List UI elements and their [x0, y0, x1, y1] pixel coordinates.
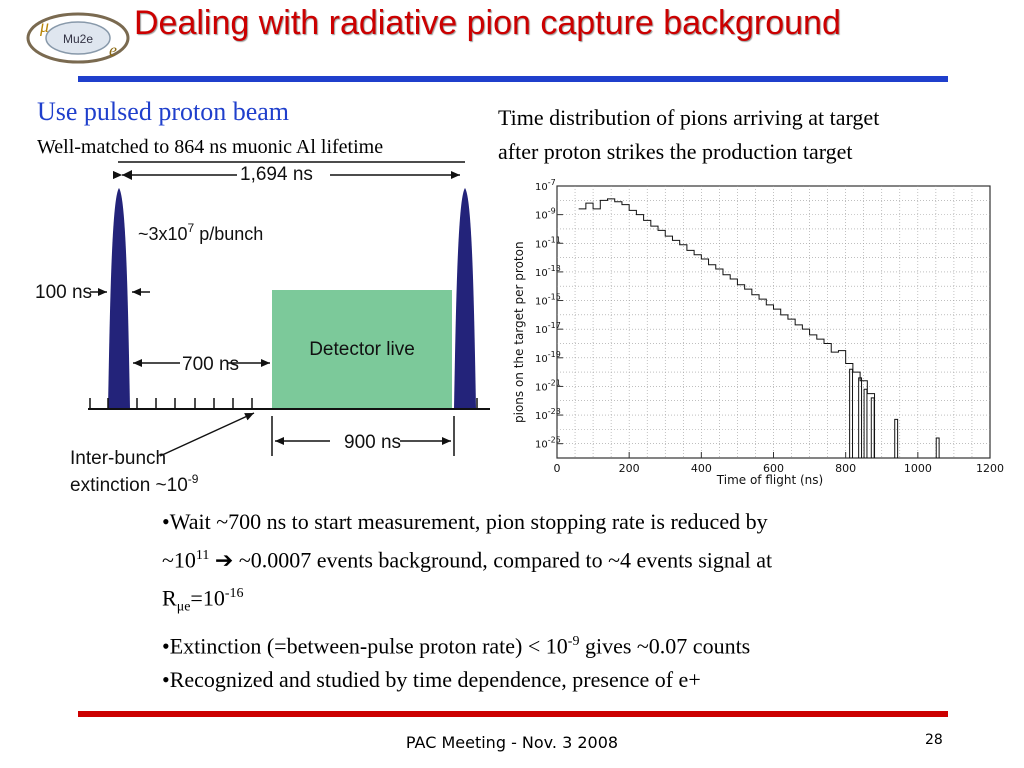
- pion-time-distribution-plot: pions on the target per proton 0 200 400 60…: [512, 178, 1004, 487]
- window-label: 900 ns: [344, 432, 401, 453]
- histogram-line: [578, 198, 876, 458]
- x-tick-label: 1200: [976, 462, 1004, 475]
- bullet-list: •Wait ~700 ns to start measurement, pion…: [162, 505, 962, 697]
- left-heading: Use pulsed proton beam: [37, 97, 290, 126]
- period-label: 1,694 ns: [240, 164, 313, 185]
- plot-caption-line1: Time distribution of pions arriving at t…: [498, 105, 880, 130]
- footer-text: PAC Meeting - Nov. 3 2008: [405, 733, 619, 752]
- x-tick-label: 800: [835, 462, 856, 475]
- extinction-line1: Inter-bunch: [70, 448, 166, 469]
- plot-series: [578, 198, 940, 458]
- histogram-spike: [858, 377, 863, 458]
- detector-live-window: [272, 290, 452, 409]
- plot-ylabel: pions on the target per proton: [512, 241, 526, 423]
- bullet-2: •Extinction (=between-pulse proton rate)…: [162, 633, 751, 659]
- x-tick-label: 0: [554, 462, 561, 475]
- mu2e-logo: μ e Mu2e: [26, 12, 130, 64]
- proton-pulse-right: [454, 188, 476, 409]
- slide-title: Dealing with radiative pion capture back…: [134, 4, 841, 42]
- plot-xlabel: Time of flight (ns): [716, 473, 823, 487]
- plot-grid: [556, 185, 991, 459]
- beam-timing-diagram: 1,694 ns ~3x107 p/bunch 100 ns Detector …: [35, 161, 490, 496]
- left-subheading: Well-matched to 864 ns muonic Al lifetim…: [37, 136, 384, 158]
- svg-text:μ: μ: [39, 16, 49, 36]
- logo-text: Mu2e: [63, 32, 93, 46]
- x-tick-label: 200: [619, 462, 640, 475]
- y-tick-label: 10-9: [535, 207, 556, 222]
- proton-pulse-left: [108, 188, 130, 409]
- footer-divider: [78, 711, 948, 717]
- bunch-label: ~3x107 p/bunch: [138, 221, 263, 244]
- bullet-3: •Recognized and studied by time dependen…: [162, 667, 701, 693]
- histogram-spike: [863, 388, 868, 458]
- histogram-spike: [870, 397, 875, 458]
- title-divider: [78, 76, 948, 82]
- histogram-spike: [849, 368, 854, 458]
- histogram-spike: [935, 437, 940, 458]
- histogram-spike: [894, 418, 899, 458]
- extinction-line2: extinction ~10-9: [70, 472, 199, 496]
- x-tick-label: 1000: [904, 462, 932, 475]
- pulse-width-label: 100 ns: [35, 282, 92, 303]
- svg-text:e: e: [109, 40, 117, 60]
- x-tick-label: 600: [763, 462, 784, 475]
- y-tick-label: 10-7: [535, 178, 556, 193]
- bunch-ticks: [89, 398, 478, 409]
- x-tick-label: 400: [691, 462, 712, 475]
- detector-live-label: Detector live: [309, 339, 415, 360]
- plot-caption-line2: after proton strikes the production targ…: [498, 139, 853, 164]
- arrow-icon: ➔: [214, 547, 234, 573]
- bullet-1: •Wait ~700 ns to start measurement, pion…: [162, 509, 773, 616]
- page-number: 28: [925, 732, 943, 748]
- delay-label: 700 ns: [182, 354, 239, 375]
